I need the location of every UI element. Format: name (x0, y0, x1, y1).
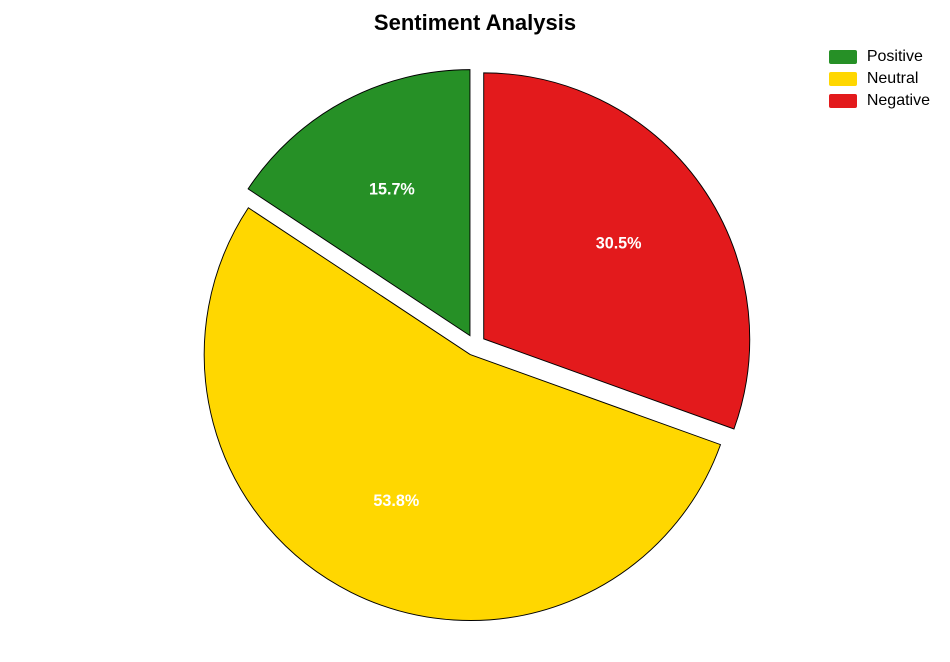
legend: Positive Neutral Negative (829, 48, 930, 114)
legend-label-positive: Positive (867, 48, 923, 66)
legend-label-neutral: Neutral (867, 70, 919, 88)
legend-item-neutral: Neutral (829, 70, 930, 88)
legend-swatch-neutral (829, 72, 857, 86)
pie-svg: 30.5% 53.8% 15.7% (190, 60, 760, 630)
pie-label-negative: 30.5% (596, 234, 642, 252)
legend-swatch-positive (829, 50, 857, 64)
legend-label-negative: Negative (867, 92, 930, 110)
pie-label-neutral: 53.8% (373, 492, 419, 510)
legend-item-negative: Negative (829, 92, 930, 110)
pie-chart: 30.5% 53.8% 15.7% (190, 60, 760, 630)
legend-swatch-negative (829, 94, 857, 108)
legend-item-positive: Positive (829, 48, 930, 66)
chart-title: Sentiment Analysis (0, 10, 950, 36)
pie-label-positive: 15.7% (369, 181, 415, 199)
